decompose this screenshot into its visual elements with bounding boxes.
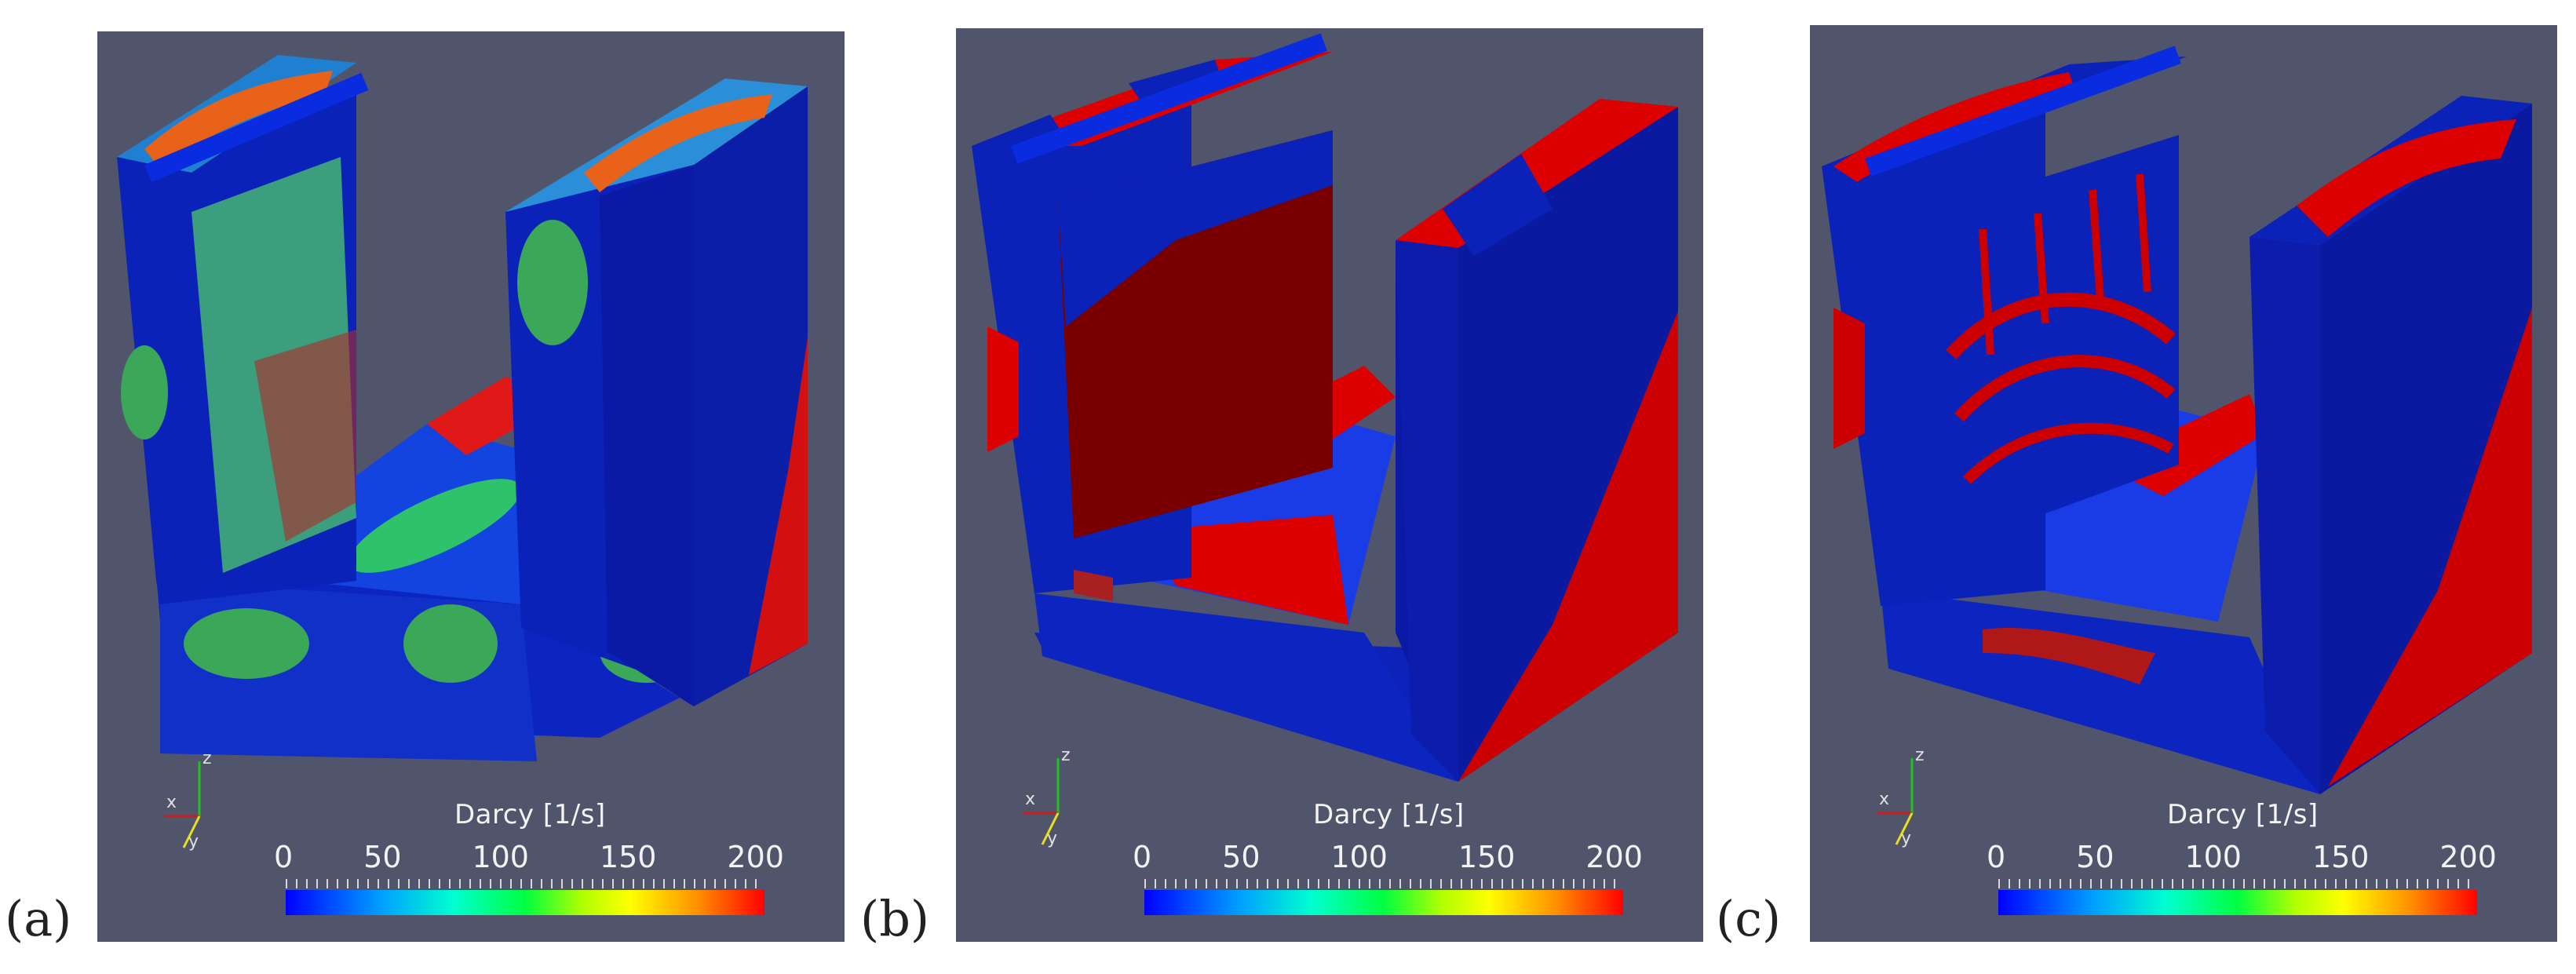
panel-c-axes-lines <box>1877 758 1914 845</box>
panel-c-inner-red-arc-1 <box>1946 292 2176 359</box>
panel-b-axis-x-label: x <box>1025 790 1036 809</box>
panel-a-floor-green <box>348 479 521 573</box>
panel-b-tick-2: 100 <box>1330 840 1388 874</box>
panel-b-axes-triad: z x y <box>1011 746 1105 860</box>
panel-a-tick-3: 150 <box>599 840 657 874</box>
panel-c-tick-0: 0 <box>1987 840 2006 874</box>
panel-b-colorbar-minor-ticks <box>1144 879 1623 888</box>
panel-c-colorbar-ticks: 0 50 100 150 200 <box>1987 840 2497 874</box>
panel-c-colorbar-title: Darcy [1/s] <box>2167 799 2319 830</box>
panel-a-viewport[interactable]: z x y Darcy [1/s] 0 50 100 150 200 <box>97 31 845 942</box>
panel-a-tick-1: 50 <box>363 840 402 874</box>
panel-b-colorbar-title: Darcy [1/s] <box>1313 799 1465 830</box>
panel-c-left-rail <box>1864 46 2181 177</box>
panel-c-tick-3: 150 <box>2311 840 2370 874</box>
panel-b-tick-3: 150 <box>1458 840 1516 874</box>
panel-b-left-top-blue-1 <box>972 115 1066 170</box>
panel-b-colorbar-ticks: 0 50 100 150 200 <box>1133 840 1643 874</box>
panel-b-right-top-blue <box>1443 154 1553 256</box>
panel-c-inner-red-arc-3 <box>1963 422 2174 484</box>
panel-c-colorbar-minor-ticks <box>1998 879 2477 888</box>
panel-b-left-wall-inner-blue <box>1058 130 1333 326</box>
panel-a-left-top-red <box>144 71 333 169</box>
panel-c-viewport[interactable]: z x y Darcy [1/s] 0 50 100 150 200 <box>1810 25 2557 942</box>
panel-c-bottom-red-streak <box>1983 627 2155 684</box>
panel-a-axis-x-label: x <box>166 793 177 812</box>
panel-b-axes-lines <box>1023 758 1060 845</box>
panel-b-axis-y-label: y <box>1047 829 1058 848</box>
panel-a-left-rail <box>144 72 369 183</box>
panel-c-tick-2: 100 <box>2184 840 2242 874</box>
panel-a-right-side-red <box>749 337 808 675</box>
panel-c-axis-y-label: y <box>1901 829 1912 848</box>
panel-c-right-top-red <box>2297 119 2516 237</box>
panel-a-left-wall-inner-red <box>254 330 356 542</box>
panel-a-render <box>117 55 808 761</box>
panel-c-inner-red-vertical <box>1979 173 2151 356</box>
panel-b-viewport[interactable]: z x y Darcy [1/s] 0 50 100 150 200 <box>956 28 1703 942</box>
panel-a-colorbar-minor-ticks <box>286 879 764 888</box>
panel-a-colorbar-ticks: 0 50 100 150 200 <box>274 840 784 874</box>
panel-c-tick-4: 200 <box>2439 840 2497 874</box>
panel-a-axes-triad: z x y <box>152 749 246 863</box>
panel-c-left-red-patch <box>1833 308 1865 449</box>
panel-c-right-side-red <box>2328 308 2532 786</box>
panel-a-right-wall-face <box>600 165 694 706</box>
panel-b-tick-0: 0 <box>1133 840 1152 874</box>
panel-a-green-spot-2 <box>403 604 498 683</box>
panel-b-right-wall-face <box>1396 240 1458 782</box>
panel-b-colorbar <box>1144 890 1623 915</box>
panel-a-axes-lines <box>164 761 201 848</box>
panel-c-tick-1: 50 <box>2076 840 2114 874</box>
panel-c-inner-red-arc-2 <box>1954 355 2176 422</box>
panel-c-colorbar <box>1998 890 2477 915</box>
panel-b-tick-4: 200 <box>1585 840 1643 874</box>
panel-a-tick-0: 0 <box>274 840 294 874</box>
panel-a-green-spot-1 <box>184 608 309 679</box>
panel-b-left-rail <box>1011 33 1327 164</box>
panel-b-left-red-patch <box>987 326 1019 452</box>
panel-b-axis-z-label: z <box>1061 746 1071 765</box>
panel-a-colorbar-title: Darcy [1/s] <box>454 799 606 830</box>
panel-b-right-side-red <box>1458 311 1678 782</box>
panel-a-left-green <box>121 345 168 440</box>
panel-c-axis-x-label: x <box>1879 790 1890 809</box>
panel-a-colorbar <box>286 890 764 915</box>
panel-a-axis-z-label: z <box>203 749 212 768</box>
panel-a-right-top-red <box>584 94 772 192</box>
panel-b-bottom-front-face <box>1034 593 1458 782</box>
panel-b-label: (b) <box>860 890 930 947</box>
panel-a-label: (a) <box>5 890 72 947</box>
panel-c-axes-triad: z x y <box>1865 746 1959 860</box>
panel-c-right-wall-face <box>2249 237 2320 794</box>
panel-a-right-green <box>517 220 588 345</box>
panel-b-floor-red <box>1144 515 1348 625</box>
panel-b-bottom-red-patch <box>1074 570 1113 601</box>
panel-c-render <box>1822 46 2532 794</box>
panel-c-label: (c) <box>1716 890 1782 947</box>
panel-c-axis-z-label: z <box>1915 746 1925 765</box>
panel-b-tick-1: 50 <box>1222 840 1261 874</box>
panel-b-render <box>972 33 1678 782</box>
panel-a-tick-2: 100 <box>472 840 529 874</box>
panel-a-tick-4: 200 <box>727 840 784 874</box>
panel-a-axis-y-label: y <box>188 832 199 852</box>
panel-c-left-wall-inner <box>1928 135 2179 551</box>
